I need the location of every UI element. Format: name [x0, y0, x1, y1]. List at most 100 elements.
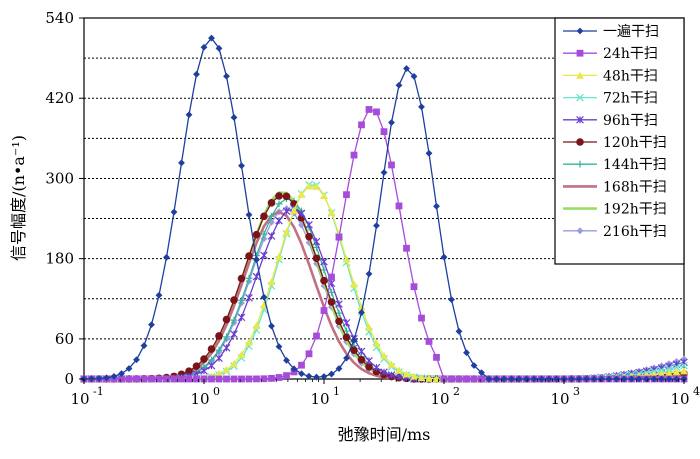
data-point	[237, 313, 246, 322]
data-point	[665, 375, 673, 383]
y-tick-label: 300	[45, 169, 74, 187]
data-point	[155, 375, 163, 383]
x-tick-base: 10	[550, 390, 569, 408]
legend-item: 168h干扫	[563, 179, 667, 195]
data-point	[268, 322, 275, 330]
data-point	[673, 375, 680, 383]
data-point	[373, 222, 380, 229]
data-point	[222, 315, 231, 324]
data-point	[350, 346, 358, 354]
data-point	[185, 367, 193, 375]
legend-item: 24h干扫	[563, 46, 658, 62]
data-point	[410, 72, 418, 80]
data-point	[417, 373, 426, 381]
data-point	[298, 370, 305, 378]
data-point	[260, 212, 268, 221]
data-point	[365, 362, 373, 371]
data-point	[230, 375, 238, 383]
legend-item: 72h干扫	[563, 91, 658, 107]
data-point	[312, 182, 321, 190]
data-point	[335, 317, 343, 326]
data-point	[230, 359, 238, 368]
data-point	[313, 332, 320, 340]
legend-item: 192h干扫	[563, 202, 667, 218]
data-point	[215, 369, 223, 378]
data-point	[305, 221, 313, 229]
legend-item: 一遍干扫	[563, 24, 659, 40]
data-point	[342, 319, 351, 327]
data-point	[576, 227, 584, 235]
data-point	[260, 235, 268, 243]
series-layer	[80, 34, 688, 383]
data-point	[283, 356, 290, 364]
data-point	[298, 361, 305, 369]
data-point	[163, 375, 170, 383]
x-tick-exponent: 0	[213, 385, 220, 398]
y-tick-label: 180	[45, 250, 74, 268]
data-point	[553, 375, 560, 383]
data-point	[268, 218, 275, 226]
data-point	[230, 330, 238, 339]
data-point	[268, 212, 275, 220]
data-point	[133, 375, 140, 383]
data-point	[260, 230, 268, 238]
data-point	[410, 283, 418, 291]
y-tick-label: 0	[64, 370, 74, 388]
data-point	[298, 221, 305, 229]
data-point	[680, 361, 688, 370]
data-point	[575, 375, 583, 383]
legend-label: 192h干扫	[603, 202, 667, 218]
data-point	[253, 375, 260, 383]
data-point	[576, 27, 584, 35]
data-point	[125, 365, 133, 372]
data-point	[335, 300, 343, 308]
legend: 一遍干扫 24h干扫 48h干扫 72h干扫 96h干扫 120h干扫 144h干扫 168h…	[554, 17, 685, 265]
data-point	[237, 350, 246, 359]
data-point	[297, 190, 306, 198]
data-point	[380, 169, 388, 176]
data-point	[222, 365, 231, 374]
data-point	[328, 370, 335, 378]
data-point	[395, 366, 403, 374]
data-point	[215, 346, 223, 354]
data-point	[267, 232, 276, 240]
data-point	[335, 233, 343, 241]
data-point	[448, 375, 455, 383]
data-point	[133, 356, 140, 364]
data-point	[230, 316, 238, 324]
data-point	[207, 345, 216, 353]
data-point	[320, 191, 328, 200]
data-point	[358, 121, 365, 129]
data-point	[576, 160, 584, 168]
data-point	[327, 298, 336, 306]
data-point	[576, 71, 584, 79]
data-point	[657, 369, 666, 378]
y-tick-label: 420	[45, 89, 74, 107]
data-point	[208, 34, 215, 42]
series-1	[80, 34, 688, 383]
data-point	[328, 288, 335, 296]
data-point	[568, 375, 575, 383]
data-point	[200, 43, 208, 51]
data-point	[672, 368, 681, 376]
x-tick-base: 10	[190, 390, 209, 408]
data-point	[275, 216, 283, 225]
data-point	[223, 375, 230, 383]
data-point	[545, 375, 553, 383]
data-point	[170, 208, 178, 216]
data-point	[275, 374, 283, 381]
x-axis-title: 弛豫时间/ms	[338, 425, 431, 444]
legend-label: 144h干扫	[603, 157, 667, 173]
data-point	[440, 253, 448, 261]
data-point	[658, 375, 665, 383]
data-point	[245, 338, 253, 346]
data-point	[237, 274, 246, 283]
data-point	[485, 375, 493, 383]
data-point	[193, 375, 200, 383]
data-point	[583, 375, 590, 383]
x-tick-exponent: 2	[453, 385, 460, 398]
data-point	[387, 360, 396, 368]
x-tick-base: 10	[670, 390, 689, 408]
